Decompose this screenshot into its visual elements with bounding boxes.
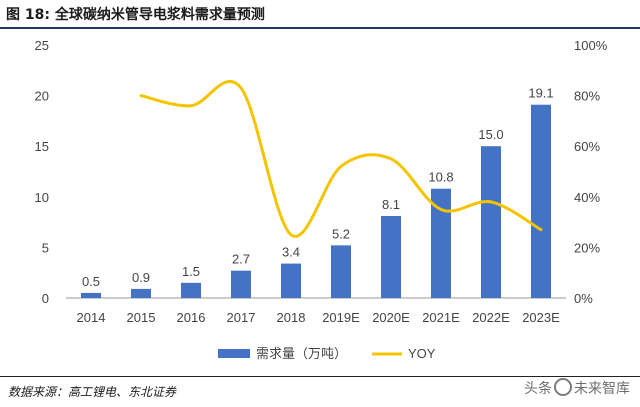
bar [331,245,351,298]
figure-header: 图 18: 全球碳纳米管导电浆料需求量预测 [0,0,640,29]
y-right-tick-label: 0% [574,291,593,306]
x-tick-label: 2020E [372,310,410,325]
watermark-logo-icon [554,378,572,396]
x-tick-label: 2017 [227,310,256,325]
y-right-tick-label: 100% [574,38,608,53]
yoy-line [139,79,543,238]
bar-data-label: 0.9 [132,270,150,285]
legend-label-demand: 需求量（万吨） [256,346,347,361]
bar [181,282,201,298]
bar-data-label: 3.4 [282,245,300,260]
bar [431,188,451,298]
x-tick-label: 2019E [322,310,360,325]
x-tick-label: 2016 [177,310,206,325]
y-left-tick-label: 0 [42,291,49,306]
bar [231,270,251,298]
bar [381,216,401,298]
bar [81,292,101,298]
bar [481,146,501,298]
x-tick-label: 2014 [77,310,106,325]
y-right-tick-label: 60% [574,139,600,154]
y-left-tick-label: 5 [42,240,49,255]
y-left-tick-label: 10 [35,190,49,205]
figure-title: 图 18: 全球碳纳米管导电浆料需求量预测 [6,7,265,23]
x-tick-label: 2023E [522,310,560,325]
bar-data-label: 8.1 [382,197,400,212]
bar-data-label: 5.2 [332,226,350,241]
source-divider [0,376,640,377]
bar-data-label: 19.1 [528,86,553,101]
y-left-tick-label: 15 [35,139,49,154]
legend-label-yoy: YOY [408,346,436,361]
bar-data-label: 0.5 [82,274,100,289]
demand-forecast-chart: 0 5 10 15 20 25 0% 20% 40% 60% 80% 100% 2014 2015 2016… [35,38,608,361]
x-tick-label: 2021E [422,310,460,325]
y-left-tick-label: 25 [35,38,49,53]
bar-data-label: 10.8 [428,170,453,185]
bar [531,104,551,298]
bar-data-label: 15.0 [478,127,503,142]
x-tick-label: 2015 [127,310,156,325]
y-right-tick-label: 80% [574,89,600,104]
watermark-suffix: 未来智库 [574,381,630,397]
y-left-tick-label: 20 [35,89,49,104]
watermark-prefix: 头条 [524,381,552,397]
legend-swatch-demand [218,349,250,358]
y-right-tick-label: 40% [574,190,600,205]
bar-data-label: 1.5 [182,264,200,279]
bar [131,288,151,298]
x-tick-label: 2022E [472,310,510,325]
watermark: 头条 未来智库 [524,378,630,398]
y-right-tick-label: 20% [574,240,600,255]
bar-data-label: 2.7 [232,252,250,267]
source-note: 数据来源：高工锂电、东北证券 [8,385,177,399]
bar [281,263,301,298]
x-tick-label: 2018 [277,310,306,325]
